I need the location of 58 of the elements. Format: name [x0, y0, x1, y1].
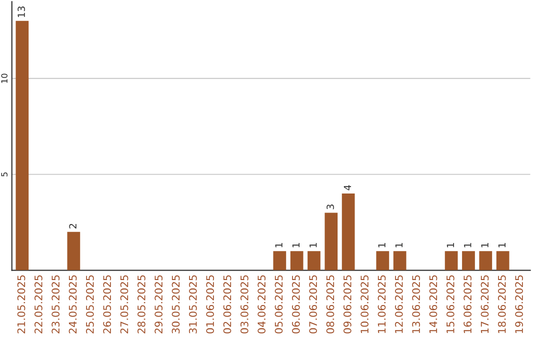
x-tick-label: 29.05.2025	[154, 275, 163, 334]
y-tick-label: 10	[1, 74, 8, 83]
bar	[444, 251, 458, 270]
x-tick-label: 31.05.2025	[188, 275, 197, 334]
x-tick-label: 27.05.2025	[120, 275, 128, 334]
x-tick-label: 25.05.2025	[86, 275, 94, 334]
x-tick-label: 19.06.2025	[515, 275, 524, 333]
bar	[393, 251, 406, 270]
x-tick-label: 30.05.2025	[172, 275, 180, 334]
x-tick-label: 17.06.2025	[480, 275, 489, 333]
x-tick-label: 04.06.2025	[258, 275, 266, 334]
bar	[290, 251, 304, 270]
x-tick-label: 21.05.2025	[17, 275, 26, 334]
y-tick-label: 5	[1, 172, 8, 176]
x-tick-label: 28.05.2025	[137, 275, 146, 334]
x-tick-label: 03.06.2025	[240, 275, 248, 334]
x-tick-label: 22.05.2025	[34, 275, 42, 334]
data-label: 1	[498, 243, 506, 248]
x-tick-label: 14.06.2025	[429, 275, 438, 333]
x-tick-label: 23.05.2025	[52, 275, 60, 334]
data-label: 1	[275, 243, 282, 248]
x-tick-label: 05.06.2025	[274, 275, 283, 334]
x-tick-label: 24.05.2025	[68, 275, 77, 334]
bar	[342, 194, 355, 270]
data-label: 1	[395, 243, 403, 248]
bar	[479, 251, 492, 270]
bar	[496, 251, 510, 270]
x-tick-label: 13.06.2025	[412, 275, 420, 333]
data-label: 1	[481, 243, 488, 248]
x-tick-label: 01.06.2025	[206, 275, 214, 334]
x-tick-label: 15.06.2025	[446, 275, 454, 333]
bar	[16, 20, 29, 270]
data-label: 1	[310, 243, 317, 248]
bar	[67, 232, 80, 270]
x-tick-label: 18.06.2025	[498, 275, 506, 333]
x-tick-label: 09.06.2025	[343, 275, 352, 334]
data-label: 3	[326, 204, 334, 210]
bar	[376, 251, 390, 270]
x-tick-label: 12.06.2025	[394, 275, 403, 333]
bar	[308, 251, 320, 270]
bar	[324, 212, 338, 270]
data-label: 1	[464, 243, 472, 248]
x-tick-label: 06.06.2025	[292, 275, 300, 334]
x-tick-label: 10.06.2025	[360, 275, 369, 333]
x-tick-label: 07.06.2025	[309, 275, 318, 334]
data-label: 4	[344, 185, 352, 190]
bar	[273, 251, 286, 270]
x-tick-label: 08.06.2025	[326, 275, 334, 334]
x-tick-label: 02.06.2025	[223, 275, 232, 334]
x-tick-label: 16.06.2025	[464, 275, 472, 333]
data-label: 1	[378, 243, 386, 248]
x-tick-label: 26.05.2025	[103, 275, 112, 334]
bar	[462, 251, 475, 270]
data-label: 13	[18, 6, 25, 18]
data-label: 1	[292, 243, 300, 248]
x-tick-label: 11.06.2025	[378, 275, 386, 333]
data-label: 1	[446, 243, 454, 248]
data-label: 2	[69, 224, 76, 228]
